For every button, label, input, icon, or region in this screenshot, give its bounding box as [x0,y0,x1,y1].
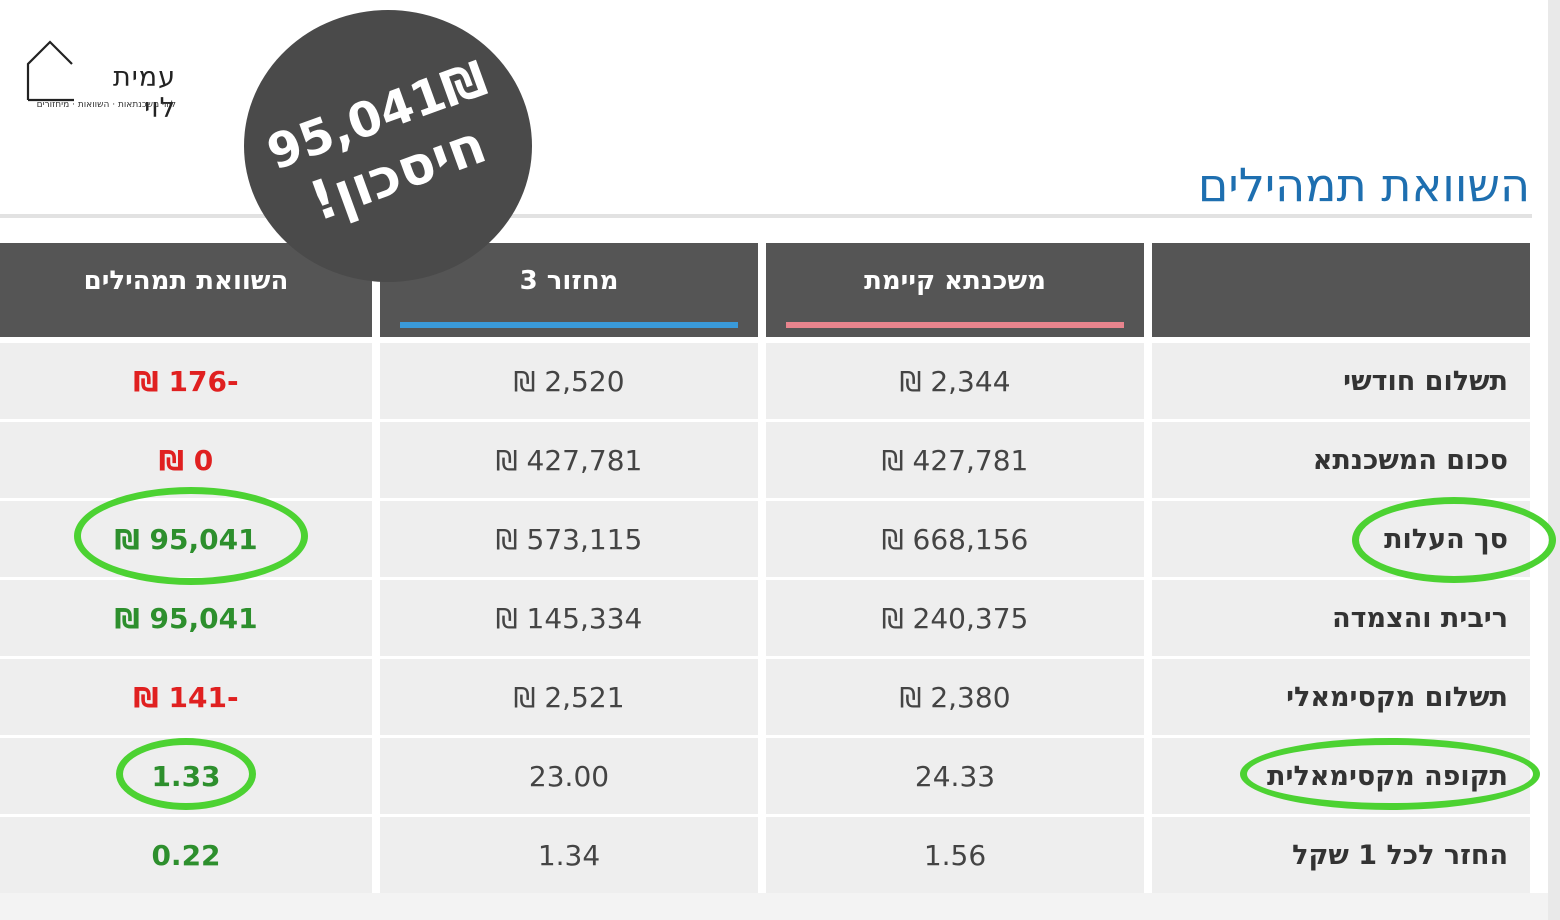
comparison-value: -141 ₪ [0,659,372,735]
highlight-ring-total-cost-value [74,487,308,585]
page-edge-shade [1548,0,1560,920]
comparison-value-text: 0.22 [151,838,221,872]
comparison-value: 0.22 [0,817,372,893]
page-bottom-shade [0,893,1548,920]
page-title: השוואת תמהילים [1197,158,1530,212]
comparison-value-text: -176 ₪ [133,364,239,398]
refinance-value-text: 1.34 [537,838,601,872]
savings-badge: 95,041₪ חיסכון! [244,10,532,282]
comparison-value: 0 ₪ [0,422,372,498]
existing-value: 1.56 [766,817,1144,893]
existing-value: 668,156 ₪ [766,501,1144,577]
refinance-value-text: 2,520 ₪ [513,364,625,398]
logo-tagline: ליווי משכנתאות · השוואות · מיחזורים [36,100,176,110]
refinance-value: 2,521 ₪ [380,659,758,735]
row-label-text: תשלום חודשי [1343,365,1508,397]
comparison-value-text: -141 ₪ [133,680,239,714]
comparison-value-text: 0 ₪ [158,443,214,477]
existing-series-bar [786,322,1124,328]
header-existing-mortgage: משכנתא קיימת [766,243,1144,337]
existing-value-text: 427,781 ₪ [881,443,1029,477]
refinance-value: 23.00 [380,738,758,814]
existing-value: 2,380 ₪ [766,659,1144,735]
refinance-value: 1.34 [380,817,758,893]
refinance-value: 573,115 ₪ [380,501,758,577]
refinance-value-text: 573,115 ₪ [495,522,643,556]
house-logo-icon [26,40,74,102]
header-existing-label: משכנתא קיימת [864,266,1046,296]
refinance-value-text: 145,334 ₪ [495,601,643,635]
existing-value-text: 1.56 [923,838,987,872]
row-label-text: החזר לכל 1 שקל [1292,839,1508,871]
existing-value: 24.33 [766,738,1144,814]
refinance-value-text: 23.00 [528,759,610,793]
row-label-text: סכום המשכנתא [1312,444,1508,476]
row-label-text: תשלום מקסימאלי [1286,681,1508,713]
header-comparison: השוואת תמהילים [0,243,372,337]
header-refinance-label: מחזור 3 [519,266,619,296]
existing-value: 427,781 ₪ [766,422,1144,498]
refinance-value: 427,781 ₪ [380,422,758,498]
refinance-value-text: 2,521 ₪ [513,680,625,714]
existing-value: 240,375 ₪ [766,580,1144,656]
refinance-value-text: 427,781 ₪ [495,443,643,477]
existing-value-text: 240,375 ₪ [881,601,1029,635]
comparison-value: -176 ₪ [0,343,372,419]
row-label-text: ריבית והצמדה [1332,602,1508,634]
logo-name: עמית לוי [112,62,176,124]
existing-value-text: 668,156 ₪ [881,522,1029,556]
title-divider [0,214,1532,218]
comparison-value-text: 95,041 ₪ [114,601,258,635]
existing-value-text: 2,344 ₪ [899,364,1011,398]
existing-value-text: 24.33 [914,759,996,793]
highlight-ring-period-value [116,738,256,810]
refinance-value: 145,334 ₪ [380,580,758,656]
refinance-series-bar [400,322,738,328]
comparison-value: 95,041 ₪ [0,580,372,656]
row-label: סכום המשכנתא [1152,422,1530,498]
highlight-ring-period-label [1240,738,1540,810]
highlight-ring-total-cost-label [1352,497,1556,583]
existing-value: 2,344 ₪ [766,343,1144,419]
row-label: ריבית והצמדה [1152,580,1530,656]
existing-value-text: 2,380 ₪ [899,680,1011,714]
row-label: תשלום מקסימאלי [1152,659,1530,735]
row-label: החזר לכל 1 שקל [1152,817,1530,893]
header-comparison-label: השוואת תמהילים [83,266,289,296]
header-label-column [1152,243,1530,337]
row-label: תשלום חודשי [1152,343,1530,419]
refinance-value: 2,520 ₪ [380,343,758,419]
